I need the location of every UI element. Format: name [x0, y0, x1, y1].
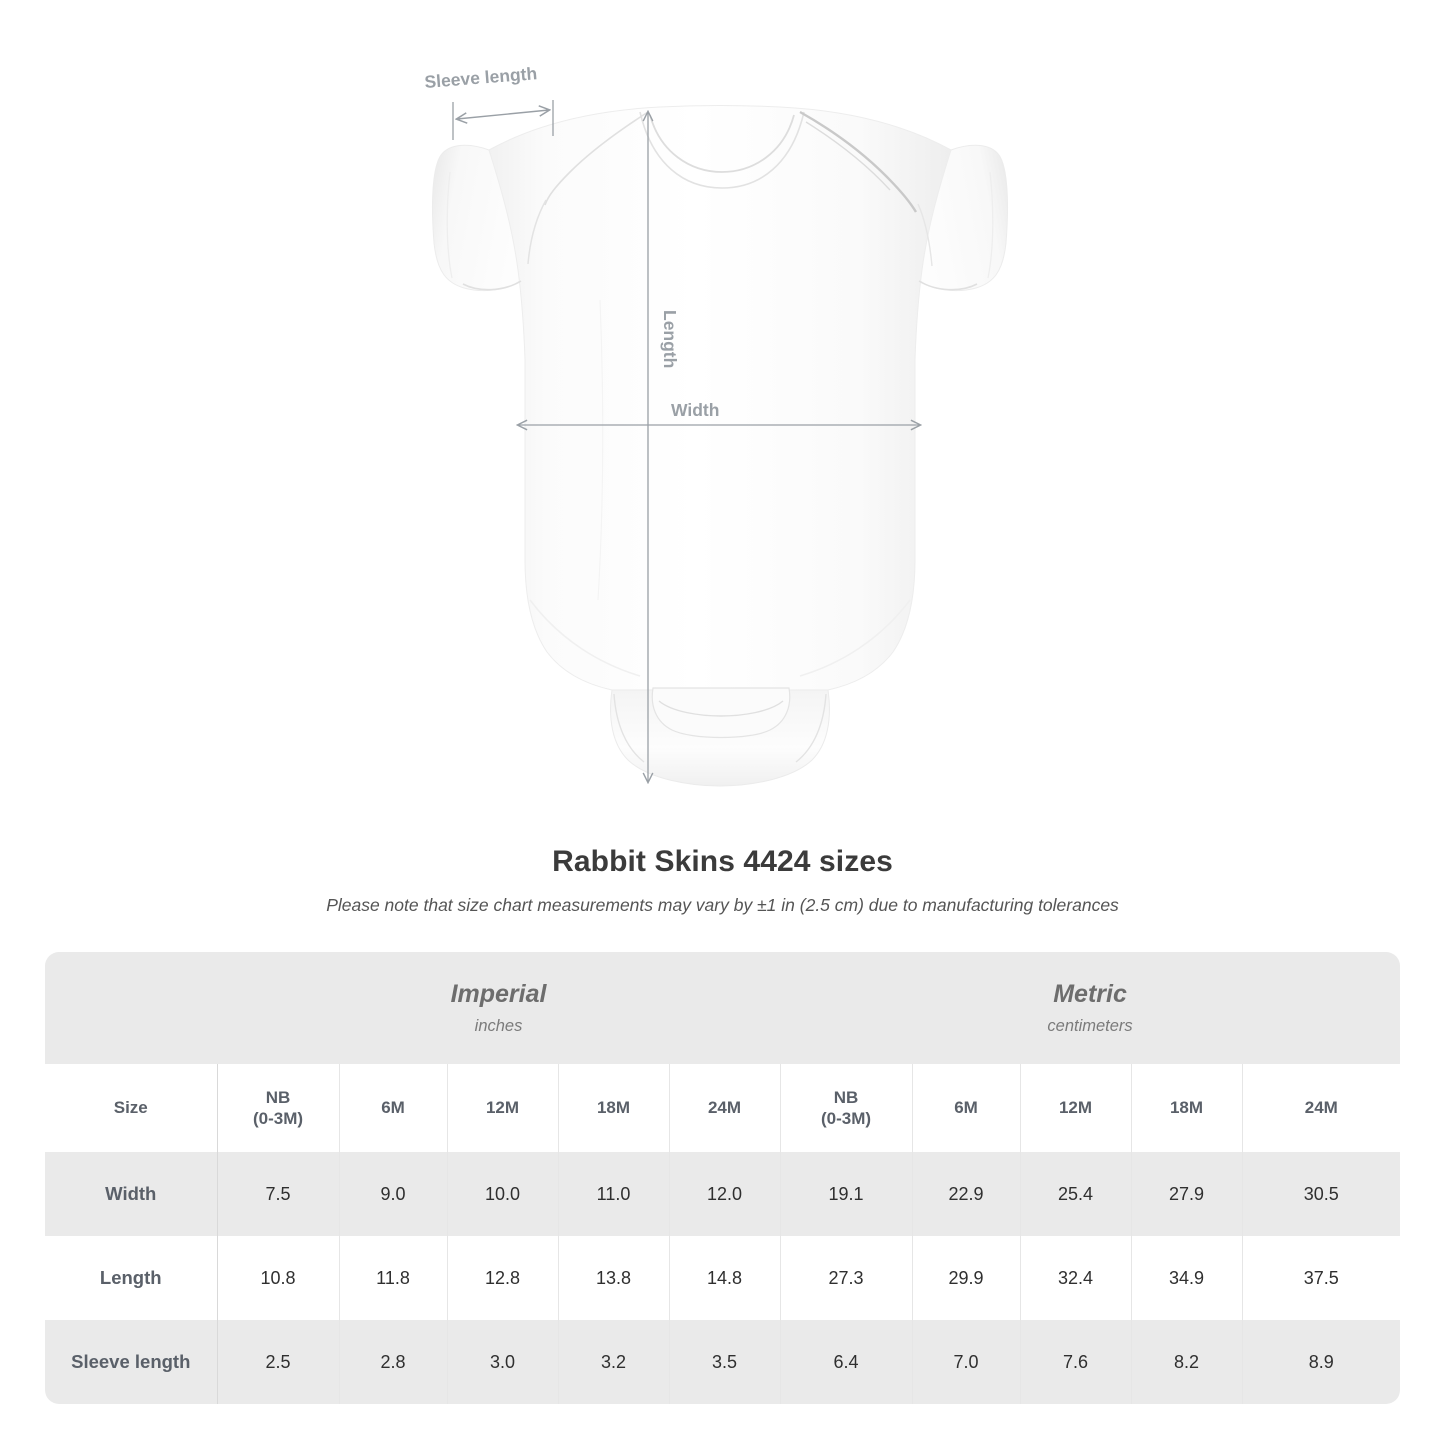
cell-sleeve-metric-nb: 6.4 — [779, 1320, 913, 1404]
crotch-leg-seam-right — [795, 693, 827, 763]
column-header-metric-18m: 18M — [1131, 1064, 1243, 1152]
column-header-imperial-12m: 12M — [447, 1064, 559, 1152]
column-header-sub: (0-3M) — [820, 1109, 872, 1128]
cell-length-metric-18m: 34.9 — [1131, 1236, 1243, 1320]
fabric-fold-hem-right — [799, 599, 911, 677]
fabric-fold-left-sleeve — [446, 171, 453, 279]
cell-length-imperial-6m: 11.8 — [339, 1236, 448, 1320]
unit-sub-imperial: inches — [474, 1016, 523, 1035]
width-label: Width — [671, 400, 719, 420]
unit-name-imperial: Imperial — [450, 980, 547, 1009]
cell-sleeve-metric-6m: 7.0 — [912, 1320, 1021, 1404]
torso — [488, 105, 952, 691]
row-label-width: Width — [45, 1152, 218, 1236]
cell-width-imperial-nb: 7.5 — [217, 1152, 340, 1236]
cell-sleeve-imperial-18m: 3.2 — [558, 1320, 670, 1404]
bodysuit-illustration: Sleeve length Length Width — [424, 63, 1009, 787]
page-subtitle: Please note that size chart measurements… — [326, 895, 1119, 915]
cell-sleeve-imperial-nb: 2.5 — [217, 1320, 340, 1404]
cell-sleeve-imperial-6m: 2.8 — [339, 1320, 448, 1404]
cell-length-metric-12m: 32.4 — [1020, 1236, 1132, 1320]
page-title: Rabbit Skins 4424 sizes — [552, 845, 893, 878]
cell-width-imperial-6m: 9.0 — [339, 1152, 448, 1236]
cell-width-metric-6m: 22.9 — [912, 1152, 1021, 1236]
column-header-imperial-nb: NB (0-3M) — [217, 1064, 340, 1152]
cell-sleeve-imperial-24m: 3.5 — [669, 1320, 781, 1404]
garment-figure: Sleeve length Length Width — [424, 63, 1009, 787]
cell-length-imperial-18m: 13.8 — [558, 1236, 670, 1320]
unit-band-metric: Metric centimeters — [780, 952, 1401, 1064]
cell-length-metric-24m: 37.5 — [1242, 1236, 1401, 1320]
left-armhole-seam — [527, 199, 547, 265]
length-label: Length — [660, 310, 680, 368]
column-header-imperial-24m: 24M — [669, 1064, 781, 1152]
cell-length-imperial-12m: 12.8 — [447, 1236, 559, 1320]
table-header-row: Size NB (0-3M) 6M 12M 18M 24M NB (0-3M) … — [45, 1064, 1401, 1152]
column-header-imperial-18m: 18M — [558, 1064, 670, 1152]
cell-width-imperial-24m: 12.0 — [669, 1152, 781, 1236]
cell-width-metric-nb: 19.1 — [779, 1152, 913, 1236]
unit-name-metric: Metric — [1053, 980, 1127, 1009]
column-header-metric-12m: 12M — [1020, 1064, 1132, 1152]
cell-width-metric-24m: 30.5 — [1242, 1152, 1401, 1236]
size-chart-container: Imperial inches Metric centimeters Size … — [45, 952, 1401, 1404]
column-header-imperial-6m: 6M — [339, 1064, 448, 1152]
right-sleeve-cuff — [918, 280, 978, 291]
cell-length-imperial-24m: 14.8 — [669, 1236, 781, 1320]
fabric-fold-hem-left — [529, 599, 641, 677]
right-shoulder-seam-2 — [805, 121, 891, 191]
column-header-metric-nb: NB (0-3M) — [779, 1064, 913, 1152]
cell-length-imperial-nb: 10.8 — [217, 1236, 340, 1320]
table-row: Sleeve length 2.5 2.8 3.0 3.2 3.5 6.4 7.… — [45, 1320, 1401, 1404]
unit-sub-metric: centimeters — [1047, 1016, 1133, 1035]
cell-sleeve-metric-24m: 8.9 — [1242, 1320, 1401, 1404]
cell-width-imperial-18m: 11.0 — [558, 1152, 670, 1236]
column-header-main: NB — [265, 1087, 291, 1107]
table-row: Length 10.8 11.8 12.8 13.8 14.8 27.3 29.… — [45, 1236, 1401, 1320]
fabric-fold-right-sleeve — [987, 171, 994, 279]
neckline-outer — [649, 114, 795, 173]
cell-sleeve-imperial-12m: 3.0 — [447, 1320, 559, 1404]
right-shoulder-overlap — [799, 110, 918, 213]
cell-width-metric-18m: 27.9 — [1131, 1152, 1243, 1236]
fabric-fold-body-center — [597, 299, 604, 601]
cell-width-metric-12m: 25.4 — [1020, 1152, 1132, 1236]
unit-band-imperial: Imperial inches — [217, 952, 781, 1064]
cell-width-imperial-12m: 10.0 — [447, 1152, 559, 1236]
cell-sleeve-metric-18m: 8.2 — [1131, 1320, 1243, 1404]
row-label-length: Length — [45, 1236, 218, 1320]
garment-shape — [431, 105, 1009, 787]
unit-band-spacer — [45, 952, 217, 1064]
crotch-snap-flap — [651, 687, 791, 739]
sleeve-length-label: Sleeve length — [424, 63, 538, 92]
left-shoulder-seam — [544, 111, 649, 206]
crotch-leg-seam-left — [613, 693, 645, 763]
cell-length-metric-6m: 29.9 — [912, 1236, 1021, 1320]
table-row: Width 7.5 9.0 10.0 11.0 12.0 19.1 22.9 2… — [45, 1152, 1401, 1236]
cell-sleeve-metric-12m: 7.6 — [1020, 1320, 1132, 1404]
column-header-metric-6m: 6M — [912, 1064, 1021, 1152]
sleeve-length-arrow — [457, 110, 549, 119]
right-armhole-seam — [917, 203, 933, 267]
cell-length-metric-nb: 27.3 — [779, 1236, 913, 1320]
size-chart-table: Imperial inches Metric centimeters Size … — [45, 952, 1401, 1404]
crotch-flap-seam — [658, 700, 784, 717]
left-sleeve-cuff — [462, 280, 522, 291]
column-header-metric-24m: 24M — [1242, 1064, 1401, 1152]
column-header-main: NB — [833, 1087, 859, 1107]
unit-band-row: Imperial inches Metric centimeters — [45, 952, 1401, 1064]
row-label-sleeve-length: Sleeve length — [45, 1320, 218, 1404]
neckline-inner — [639, 111, 805, 189]
header-size-label: Size — [45, 1064, 218, 1152]
column-header-sub: (0-3M) — [252, 1109, 304, 1128]
